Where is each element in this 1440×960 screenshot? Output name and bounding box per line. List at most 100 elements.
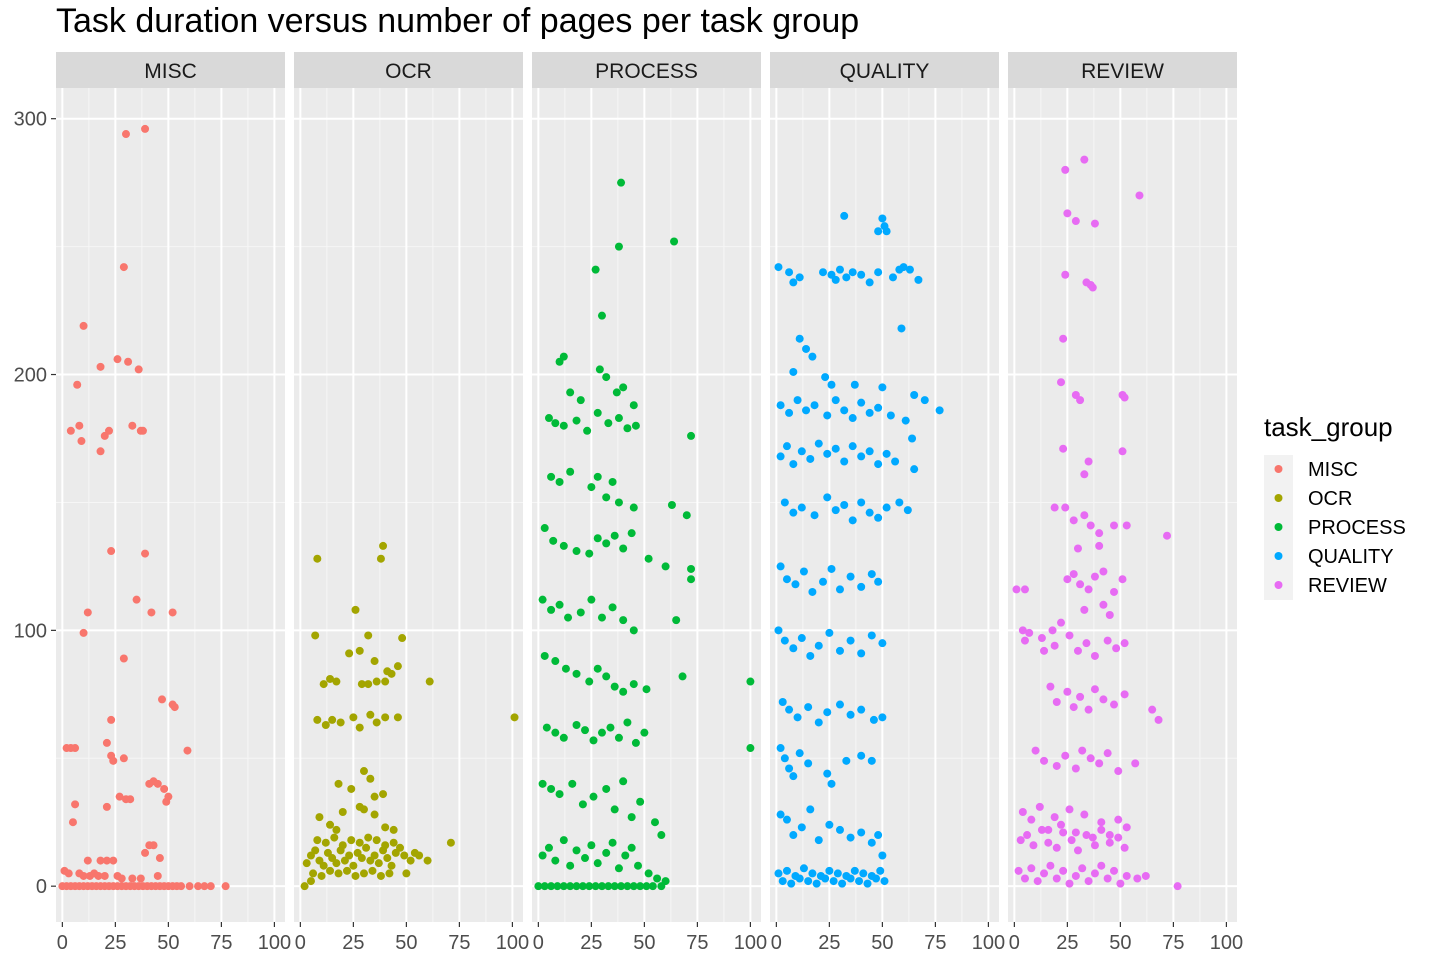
data-point xyxy=(83,856,92,865)
data-point xyxy=(1020,636,1029,645)
data-point xyxy=(168,608,177,617)
data-point xyxy=(423,856,432,865)
data-point xyxy=(874,577,883,586)
data-point xyxy=(578,882,587,891)
data-point xyxy=(334,869,343,878)
data-point xyxy=(650,818,659,827)
data-point xyxy=(177,882,186,891)
data-point xyxy=(1120,843,1129,852)
data-point xyxy=(865,508,874,517)
data-point xyxy=(1095,759,1104,768)
legend-key xyxy=(1274,523,1283,531)
data-point xyxy=(94,871,103,880)
data-point xyxy=(1050,813,1059,822)
data-point xyxy=(848,442,857,451)
data-point xyxy=(1061,503,1070,512)
data-point xyxy=(593,408,602,417)
data-point xyxy=(561,664,570,673)
data-point xyxy=(1052,843,1061,852)
data-point xyxy=(121,130,130,139)
data-point xyxy=(878,713,887,722)
data-point xyxy=(782,866,791,875)
data-point xyxy=(593,859,602,868)
data-point xyxy=(1097,861,1106,870)
data-point xyxy=(1103,636,1112,645)
data-point xyxy=(1052,697,1061,706)
data-point xyxy=(1071,217,1080,226)
data-point xyxy=(1084,457,1093,466)
data-point xyxy=(602,539,611,548)
data-point xyxy=(746,744,755,753)
data-point xyxy=(547,784,556,793)
data-point xyxy=(804,877,813,886)
data-point xyxy=(789,508,798,517)
data-point xyxy=(326,820,335,829)
data-point xyxy=(797,823,806,832)
data-point xyxy=(364,680,373,689)
data-point xyxy=(381,713,390,722)
data-point xyxy=(880,877,889,886)
data-point xyxy=(1059,828,1068,837)
data-point xyxy=(746,677,755,686)
data-point xyxy=(1090,841,1099,850)
data-point xyxy=(789,278,798,287)
data-point xyxy=(1163,531,1172,540)
data-point xyxy=(534,882,543,891)
data-point xyxy=(833,869,842,878)
data-point xyxy=(593,664,602,673)
data-point xyxy=(141,124,150,133)
data-point xyxy=(629,626,638,635)
data-point xyxy=(1037,825,1046,834)
x-tick-label: 50 xyxy=(871,932,893,954)
data-point xyxy=(132,595,141,604)
data-point xyxy=(551,728,560,737)
data-point xyxy=(1046,682,1055,691)
data-point xyxy=(96,362,105,371)
data-point xyxy=(105,426,114,435)
data-point xyxy=(1029,841,1038,850)
data-point xyxy=(774,263,783,272)
panel-background xyxy=(294,88,523,922)
data-point xyxy=(835,585,844,594)
data-point xyxy=(1110,587,1119,596)
facet-strip xyxy=(770,52,999,88)
data-point xyxy=(914,275,923,284)
data-point xyxy=(591,265,600,274)
data-point xyxy=(1065,879,1074,888)
data-point xyxy=(825,628,834,637)
data-point xyxy=(802,344,811,353)
data-point xyxy=(326,674,335,683)
data-point xyxy=(776,562,785,571)
data-point xyxy=(789,644,798,653)
data-point xyxy=(155,854,164,863)
data-point xyxy=(636,797,645,806)
data-point xyxy=(393,662,402,671)
data-point xyxy=(814,836,823,845)
data-point xyxy=(855,877,864,886)
data-point xyxy=(795,273,804,282)
facet-strip xyxy=(56,52,285,88)
data-point xyxy=(1086,754,1095,763)
data-point xyxy=(829,877,838,886)
data-point xyxy=(381,841,390,850)
data-point xyxy=(328,715,337,724)
data-point xyxy=(366,710,375,719)
data-point xyxy=(1076,396,1085,405)
data-point xyxy=(597,882,606,891)
data-point xyxy=(379,541,388,550)
panel-background xyxy=(532,88,761,922)
data-point xyxy=(848,268,857,277)
data-point xyxy=(102,856,111,865)
legend-title: task_group xyxy=(1264,412,1393,442)
data-point xyxy=(840,457,849,466)
data-point xyxy=(1090,219,1099,228)
data-point xyxy=(124,357,133,366)
x-tick-label: 50 xyxy=(1109,932,1131,954)
data-point xyxy=(874,227,883,236)
data-point xyxy=(640,728,649,737)
data-point xyxy=(366,774,375,783)
data-point xyxy=(661,562,670,571)
data-point xyxy=(1063,209,1072,218)
data-point xyxy=(1103,749,1112,758)
